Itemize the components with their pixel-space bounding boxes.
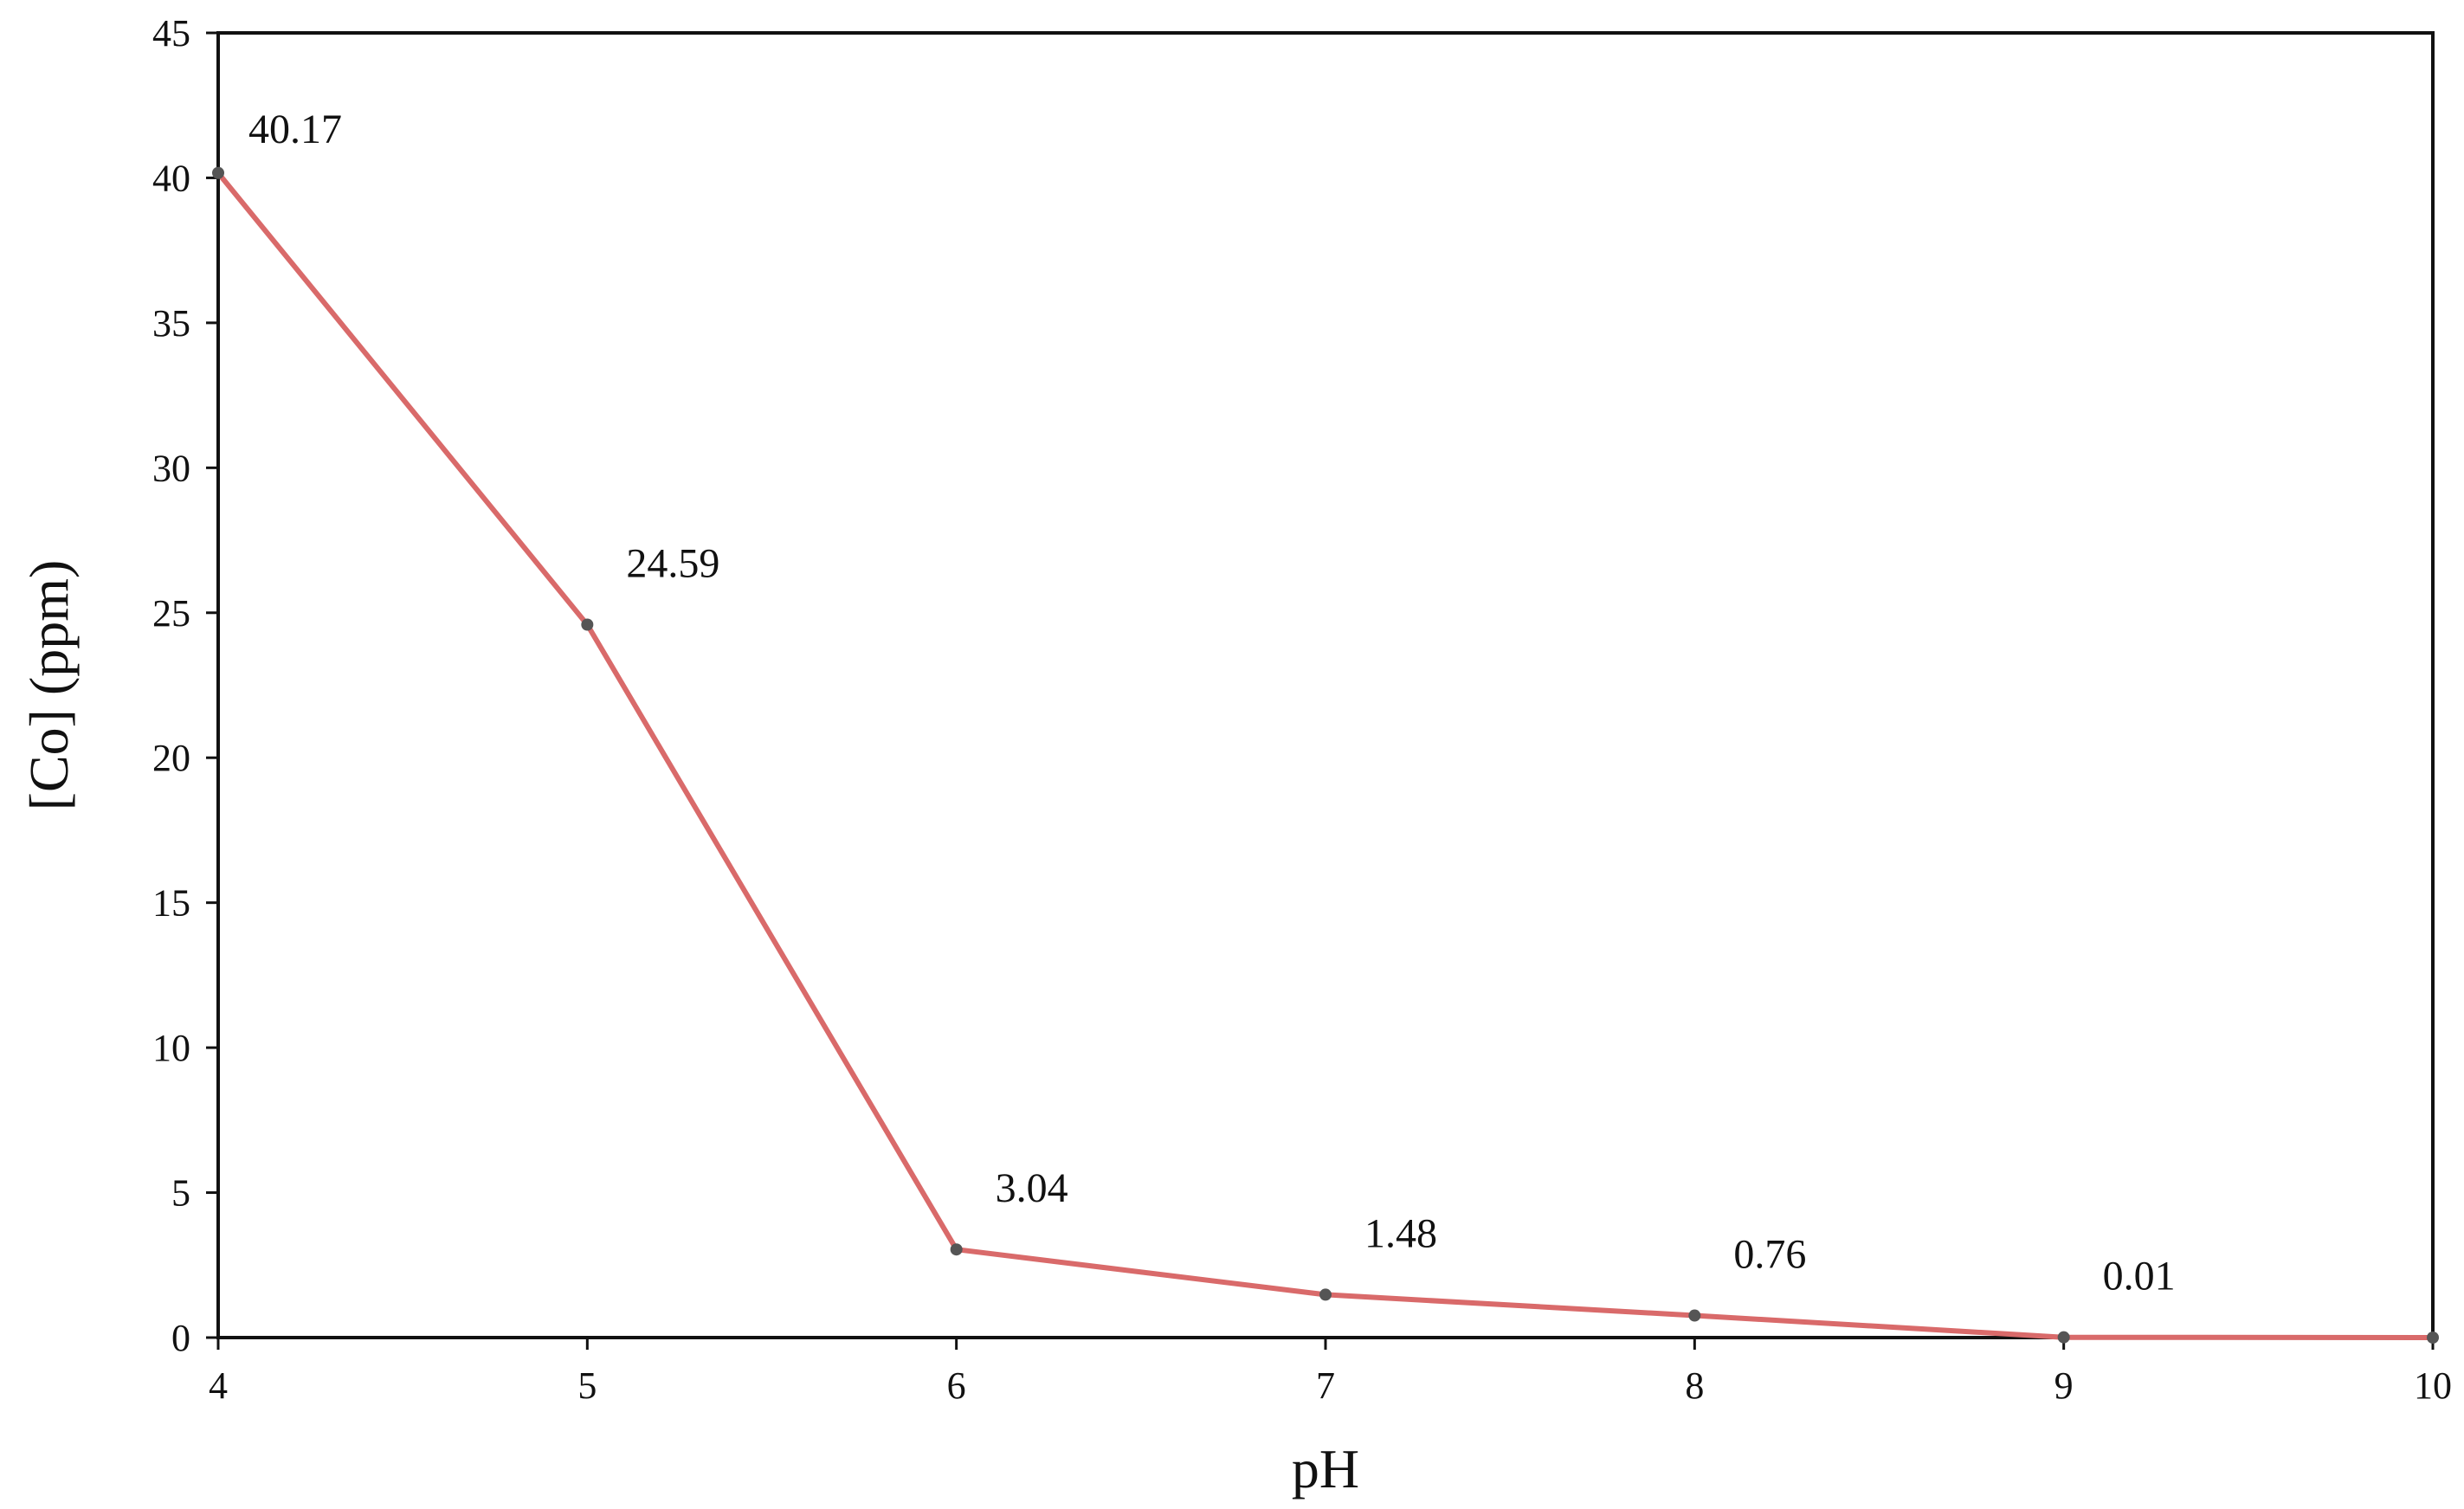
x-tick-label: 9 — [2054, 1364, 2074, 1407]
data-point-marker — [212, 166, 224, 179]
y-tick-label: 25 — [152, 592, 190, 635]
data-value-label: 0.76 — [1733, 1232, 1806, 1278]
y-axis-ticks: 0 5 10 15 20 25 30 35 40 45 — [152, 12, 218, 1359]
data-value-label: 24.59 — [626, 541, 719, 587]
x-tick-label: 8 — [1685, 1364, 1704, 1407]
data-value-label: 1.48 — [1364, 1210, 1437, 1256]
series-line — [216, 170, 2435, 1340]
x-axis-ticks: 4 5 6 7 8 9 10 — [209, 1338, 2452, 1407]
y-tick-label: 30 — [152, 447, 190, 489]
data-point-marker — [581, 618, 594, 631]
x-tick-label: 6 — [947, 1364, 966, 1407]
x-tick-label: 4 — [209, 1364, 228, 1407]
data-label-layer: 40.17 24.59 3.04 1.48 0.76 0.01 — [248, 106, 2176, 1299]
x-tick-label: 10 — [2414, 1364, 2452, 1407]
y-tick-label: 15 — [152, 882, 190, 925]
data-value-label: 3.04 — [996, 1165, 1068, 1211]
data-point-marker — [1688, 1309, 1701, 1322]
x-tick-label: 5 — [577, 1364, 597, 1407]
y-tick-label: 20 — [152, 737, 190, 779]
y-axis-title: [Co] (ppm) — [18, 560, 80, 811]
data-value-label: 0.01 — [2103, 1254, 2176, 1299]
data-point-marker — [2427, 1332, 2439, 1344]
y-tick-label: 45 — [152, 12, 190, 55]
data-point-marker — [950, 1243, 963, 1256]
x-axis-title: pH — [1292, 1438, 1359, 1499]
y-tick-label: 35 — [152, 302, 190, 345]
y-tick-label: 5 — [171, 1172, 190, 1215]
y-tick-label: 0 — [171, 1317, 190, 1359]
data-point-marker — [1319, 1288, 1332, 1301]
x-tick-label: 7 — [1316, 1364, 1335, 1407]
y-tick-label: 10 — [152, 1027, 190, 1069]
data-value-label: 40.17 — [248, 106, 342, 152]
series-layer — [212, 166, 2439, 1344]
y-tick-label: 40 — [152, 157, 190, 199]
plot-area-frame — [216, 31, 2435, 1339]
data-point-marker — [2057, 1331, 2070, 1344]
